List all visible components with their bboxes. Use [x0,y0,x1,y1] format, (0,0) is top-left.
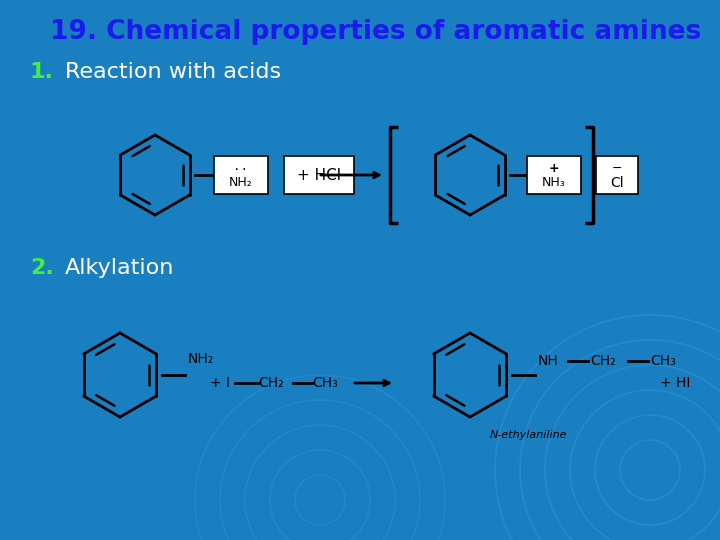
Text: −: − [612,161,622,174]
Text: + HCl: + HCl [297,167,341,183]
Text: 19. Chemical properties of aromatic amines: 19. Chemical properties of aromatic amin… [50,19,701,45]
Text: +: + [549,161,559,174]
Text: NH: NH [538,354,559,368]
Text: 1.: 1. [30,62,54,82]
Text: CH₃: CH₃ [650,354,676,368]
Text: + HI: + HI [660,376,690,390]
Text: Alkylation: Alkylation [65,258,174,278]
Text: N-ethylaniline: N-ethylaniline [490,430,567,440]
Text: CH₂: CH₂ [590,354,616,368]
Text: Reaction with acids: Reaction with acids [65,62,281,82]
FancyBboxPatch shape [596,156,638,194]
Text: ··: ·· [233,163,248,176]
Text: CH₃: CH₃ [312,376,338,390]
Text: 2.: 2. [30,258,54,278]
Text: NH₃: NH₃ [542,177,566,190]
Text: CH₂: CH₂ [258,376,284,390]
FancyBboxPatch shape [527,156,581,194]
FancyBboxPatch shape [284,156,354,194]
Text: NH₂: NH₂ [188,352,215,366]
Text: + I: + I [210,376,230,390]
Text: NH₂: NH₂ [229,177,253,190]
FancyBboxPatch shape [214,156,268,194]
Text: Cl: Cl [610,176,624,190]
